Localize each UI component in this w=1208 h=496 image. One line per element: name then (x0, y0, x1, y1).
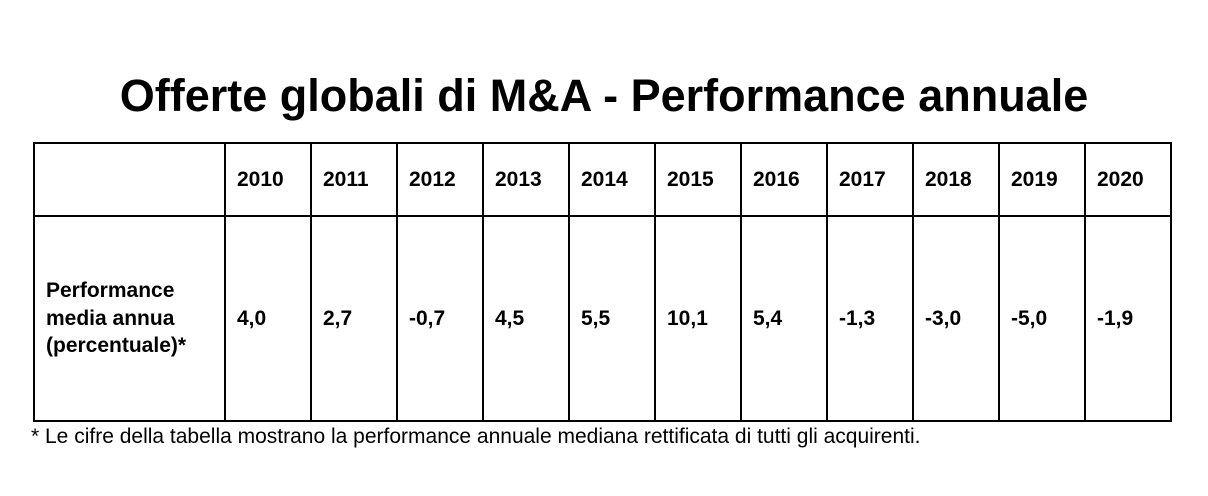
row-label-cell: Performance media annua (percentuale)* (33, 214, 226, 422)
corner-cell (33, 141, 226, 217)
page-title: Offerte globali di M&A - Performance ann… (119, 70, 1089, 121)
value-cell-2011: 2,7 (310, 214, 398, 422)
value-cell-2018: -3,0 (912, 214, 1000, 422)
year-header-2010: 2010 (224, 141, 312, 217)
table-header-row: 2010 2011 2012 2013 2014 2015 2016 2017 … (33, 141, 1172, 217)
year-header-2018: 2018 (912, 141, 1000, 217)
value-cell-2015: 10,1 (654, 214, 742, 422)
table-data-row: Performance media annua (percentuale)* 4… (33, 214, 1172, 422)
value-cell-2020: -1,9 (1084, 214, 1172, 422)
year-header-2016: 2016 (740, 141, 828, 217)
year-header-2020: 2020 (1084, 141, 1172, 217)
table-footnote: * Le cifre della tabella mostrano la per… (31, 424, 921, 448)
value-cell-2019: -5,0 (998, 214, 1086, 422)
year-header-2019: 2019 (998, 141, 1086, 217)
year-header-2012: 2012 (396, 141, 484, 217)
value-cell-2017: -1,3 (826, 214, 914, 422)
year-header-2015: 2015 (654, 141, 742, 217)
value-cell-2010: 4,0 (224, 214, 312, 422)
performance-table: 2010 2011 2012 2013 2014 2015 2016 2017 … (33, 141, 1172, 422)
value-cell-2013: 4,5 (482, 214, 570, 422)
value-cell-2012: -0,7 (396, 214, 484, 422)
year-header-2017: 2017 (826, 141, 914, 217)
year-header-2014: 2014 (568, 141, 656, 217)
year-header-2013: 2013 (482, 141, 570, 217)
value-cell-2014: 5,5 (568, 214, 656, 422)
year-header-2011: 2011 (310, 141, 398, 217)
value-cell-2016: 5,4 (740, 214, 828, 422)
